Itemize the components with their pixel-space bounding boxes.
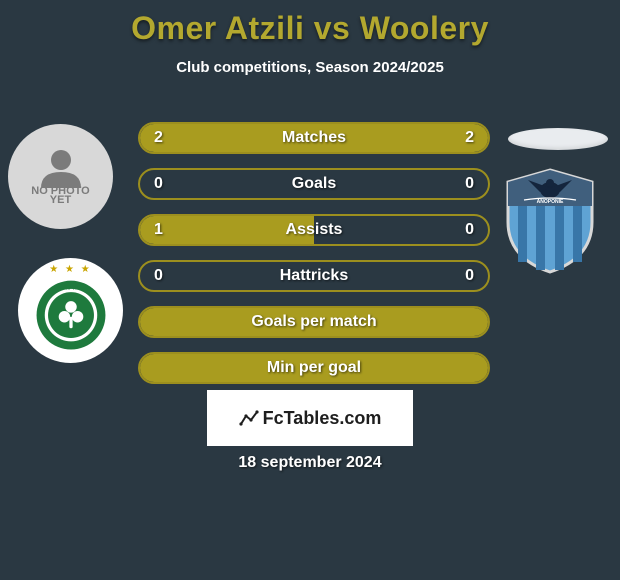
stat-right-value: 0 xyxy=(465,175,474,193)
club-left-badge: ★ ★ ★ 1948 xyxy=(18,258,123,363)
no-photo-label-2: YET xyxy=(50,195,71,206)
stat-left-value: 1 xyxy=(154,221,163,239)
stats-container: 2 Matches 2 0 Goals 0 1 Assists 0 0 Hatt… xyxy=(138,122,490,398)
footer-date: 18 september 2024 xyxy=(238,454,381,472)
comparison-subtitle: Club competitions, Season 2024/2025 xyxy=(0,59,620,76)
silhouette-icon xyxy=(31,148,91,188)
stat-row-assists: 1 Assists 0 xyxy=(138,214,490,246)
shamrock-badge-icon: 1948 xyxy=(30,270,112,352)
club-left-stars: ★ ★ ★ xyxy=(49,264,91,275)
branding-text: FcTables.com xyxy=(263,408,382,429)
stat-left-value: 0 xyxy=(154,175,163,193)
stat-row-goals-per-match: Goals per match xyxy=(138,306,490,338)
player-right-avatar-placeholder xyxy=(508,128,608,150)
branding-panel: FcTables.com xyxy=(207,390,413,446)
stat-left-value: 0 xyxy=(154,267,163,285)
stat-label: Min per goal xyxy=(267,359,361,377)
stat-row-goals: 0 Goals 0 xyxy=(138,168,490,200)
stat-label: Goals xyxy=(292,175,336,193)
stat-right-value: 0 xyxy=(465,221,474,239)
club-right-badge: ANOPONIE xyxy=(497,168,602,273)
fctables-logo: FcTables.com xyxy=(239,408,382,429)
stat-right-value: 0 xyxy=(465,267,474,285)
stat-row-matches: 2 Matches 2 xyxy=(138,122,490,154)
stat-row-hattricks: 0 Hattricks 0 xyxy=(138,260,490,292)
stat-label: Matches xyxy=(282,129,346,147)
chart-icon xyxy=(239,408,259,428)
stat-label: Assists xyxy=(286,221,343,239)
comparison-title: Omer Atzili vs Woolery xyxy=(0,0,620,47)
stat-right-value: 2 xyxy=(465,129,474,147)
club-right-label: ANOPONIE xyxy=(536,199,563,205)
stat-row-min-per-goal: Min per goal xyxy=(138,352,490,384)
stat-label: Goals per match xyxy=(251,313,376,331)
stat-label: Hattricks xyxy=(280,267,348,285)
eagle-shield-icon: ANOPONIE xyxy=(500,166,600,276)
stat-left-value: 2 xyxy=(154,129,163,147)
club-left-year: 1948 xyxy=(63,284,78,291)
player-left-avatar: NO PHOTO YET xyxy=(8,124,113,229)
